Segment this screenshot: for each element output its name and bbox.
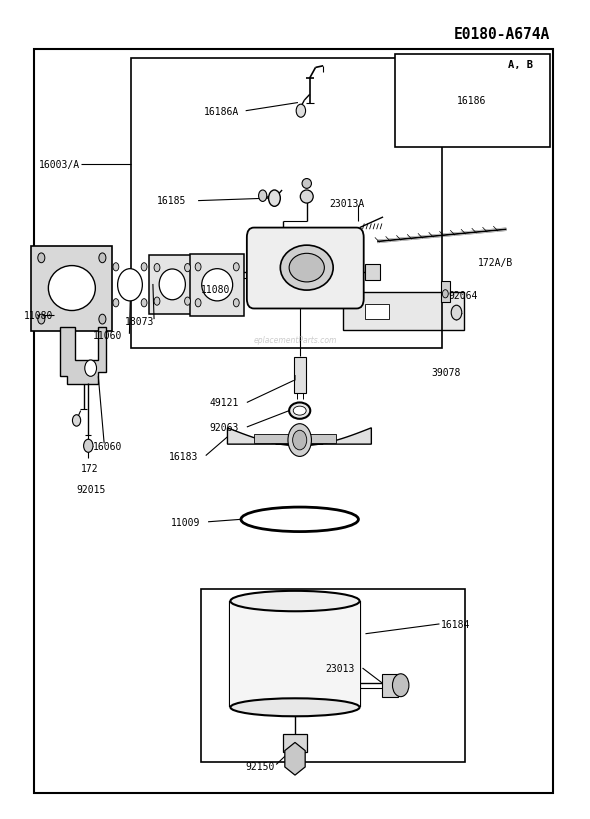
Text: 16003/A: 16003/A — [38, 160, 80, 170]
Circle shape — [185, 297, 191, 305]
Text: |: | — [293, 374, 297, 379]
Text: 11080: 11080 — [201, 284, 231, 295]
Bar — [283, 735, 307, 753]
Polygon shape — [228, 428, 371, 446]
Ellipse shape — [159, 269, 185, 301]
Circle shape — [141, 299, 147, 307]
Circle shape — [195, 299, 201, 307]
Text: 23013A: 23013A — [329, 199, 364, 209]
Circle shape — [233, 264, 239, 272]
Text: 16060: 16060 — [93, 441, 122, 451]
Circle shape — [288, 424, 312, 457]
FancyBboxPatch shape — [247, 229, 363, 309]
Circle shape — [392, 674, 409, 697]
FancyBboxPatch shape — [31, 247, 112, 331]
Circle shape — [268, 191, 280, 207]
Ellipse shape — [117, 269, 142, 301]
Text: eplacementParts.com: eplacementParts.com — [253, 336, 337, 345]
Circle shape — [73, 415, 81, 427]
Circle shape — [84, 440, 93, 453]
FancyBboxPatch shape — [190, 255, 244, 316]
Text: 92064: 92064 — [449, 290, 478, 301]
Circle shape — [113, 264, 119, 272]
Ellipse shape — [231, 591, 359, 612]
Bar — [365, 265, 380, 281]
Bar — [130, 58, 442, 348]
Circle shape — [85, 360, 97, 377]
Circle shape — [99, 254, 106, 264]
Bar — [201, 589, 466, 762]
Circle shape — [185, 265, 191, 273]
Text: 23013: 23013 — [326, 663, 355, 673]
Text: A, B: A, B — [507, 60, 533, 70]
Text: 16185: 16185 — [157, 196, 186, 206]
Text: 18073: 18073 — [124, 316, 154, 326]
Text: 172A/B: 172A/B — [478, 258, 513, 268]
Circle shape — [38, 254, 45, 264]
Text: E0180-A674A: E0180-A674A — [454, 26, 550, 42]
FancyBboxPatch shape — [343, 292, 464, 330]
Circle shape — [233, 299, 239, 307]
Circle shape — [141, 264, 147, 272]
Bar — [382, 674, 398, 697]
Text: 49121: 49121 — [210, 398, 239, 408]
Text: 92063: 92063 — [210, 423, 239, 432]
Ellipse shape — [300, 191, 313, 204]
Ellipse shape — [289, 254, 325, 283]
FancyBboxPatch shape — [108, 255, 152, 316]
Text: 92015: 92015 — [77, 485, 106, 495]
Text: 11080: 11080 — [24, 310, 53, 320]
Text: 11060: 11060 — [93, 331, 122, 341]
Circle shape — [293, 431, 307, 450]
Text: 11009: 11009 — [171, 517, 200, 527]
Circle shape — [258, 191, 267, 202]
Text: 16186A: 16186A — [204, 106, 239, 116]
Bar — [294, 357, 306, 393]
Ellipse shape — [289, 403, 310, 419]
Circle shape — [154, 265, 160, 273]
Text: 39078: 39078 — [431, 368, 461, 378]
Circle shape — [195, 264, 201, 272]
Ellipse shape — [280, 246, 333, 291]
Circle shape — [113, 299, 119, 307]
FancyBboxPatch shape — [149, 256, 196, 314]
Bar — [254, 434, 336, 444]
Bar — [365, 305, 389, 319]
Bar — [231, 601, 359, 708]
Circle shape — [38, 314, 45, 324]
Text: 16184: 16184 — [441, 619, 470, 629]
Ellipse shape — [48, 266, 96, 311]
Ellipse shape — [293, 407, 306, 415]
Bar — [441, 282, 450, 302]
Circle shape — [442, 290, 448, 298]
Circle shape — [99, 314, 106, 324]
Ellipse shape — [302, 179, 312, 189]
Ellipse shape — [231, 699, 359, 717]
Ellipse shape — [202, 269, 232, 301]
Bar — [395, 54, 550, 148]
Circle shape — [451, 305, 462, 320]
Circle shape — [296, 105, 306, 118]
Polygon shape — [60, 328, 106, 385]
Text: 16186: 16186 — [457, 96, 486, 106]
Text: 172: 172 — [81, 464, 99, 473]
Circle shape — [154, 297, 160, 305]
Text: 16183: 16183 — [169, 451, 198, 461]
Text: 92150: 92150 — [245, 761, 274, 771]
Bar — [34, 50, 553, 793]
